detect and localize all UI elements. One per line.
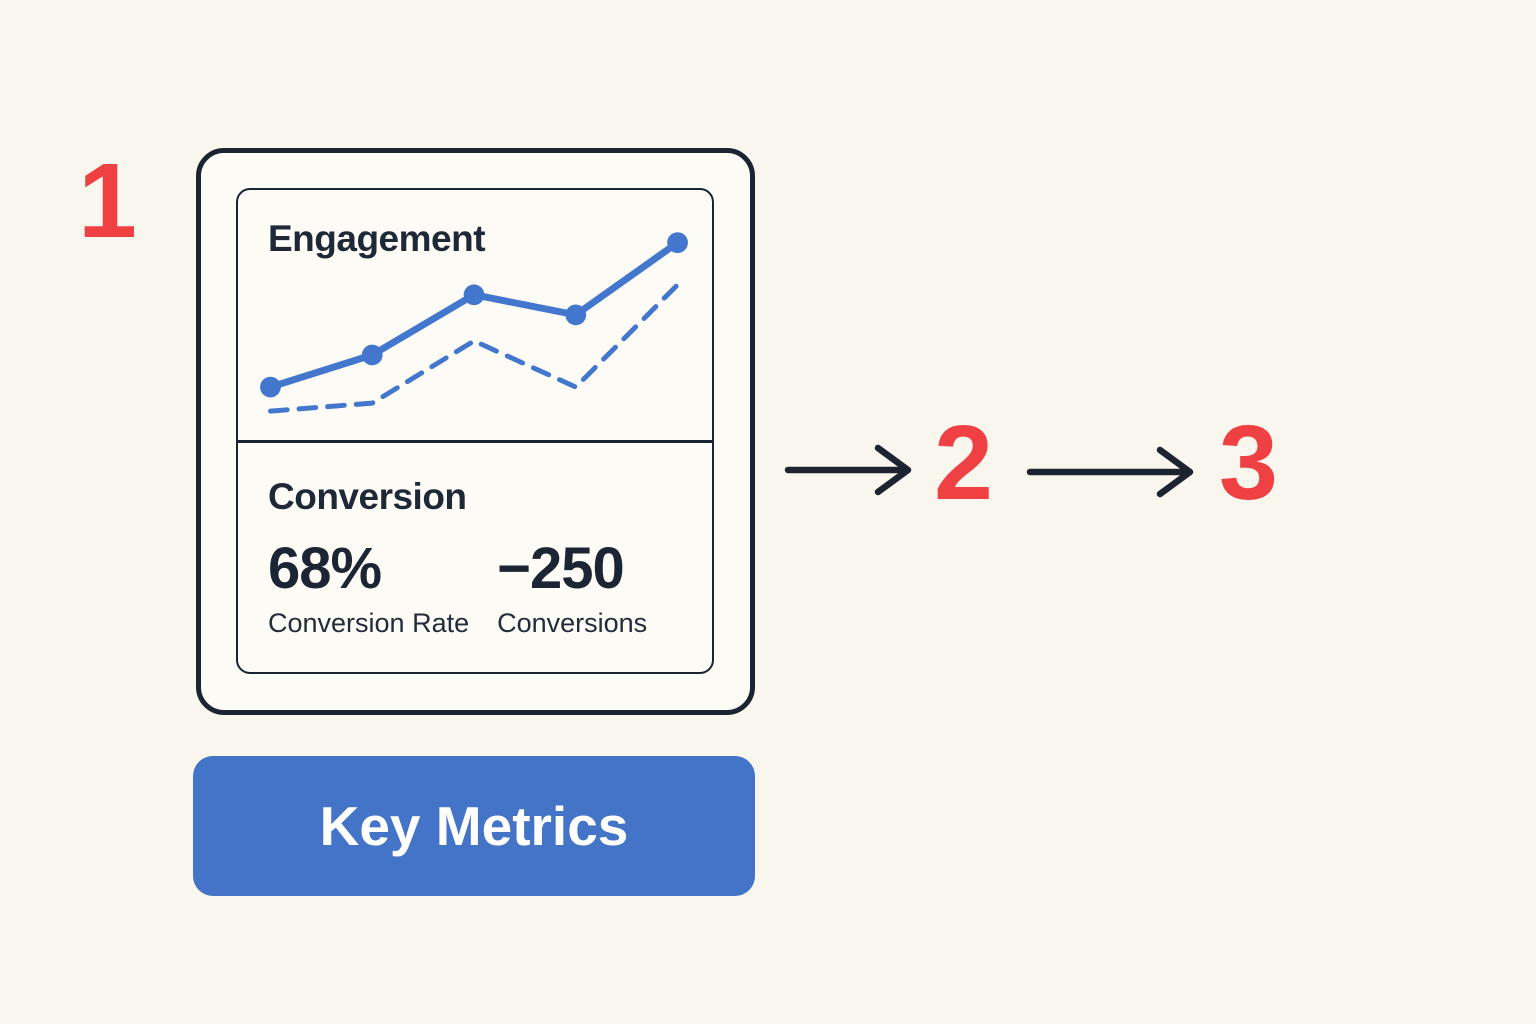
key-metrics-button[interactable]: Key Metrics [193, 756, 755, 896]
conversion-section: Conversion 68% Conversion Rate −250 Conv… [238, 446, 712, 672]
metrics-card: Engagement Conversion 68% Conversion Rat… [196, 148, 755, 715]
conversion-stats-row: 68% Conversion Rate −250 Conversions [268, 534, 647, 639]
conversion-rate-stat: 68% Conversion Rate [268, 534, 469, 639]
conversions-stat: −250 Conversions [497, 534, 647, 639]
flow-arrow-2-icon [1026, 446, 1194, 498]
metrics-card-inner: Engagement Conversion 68% Conversion Rat… [236, 188, 714, 674]
conversion-rate-value: 68% [268, 536, 382, 601]
conversion-rate-label: Conversion Rate [268, 607, 470, 638]
flow-arrow-1-icon [784, 444, 912, 496]
step-number-1: 1 [78, 142, 137, 260]
engagement-section: Engagement [238, 190, 712, 443]
step-number-3: 3 [1219, 404, 1278, 522]
conversion-title: Conversion [268, 476, 467, 517]
step-number-2: 2 [934, 404, 993, 522]
engagement-line-chart [260, 232, 688, 414]
conversions-value: −250 [497, 536, 625, 601]
conversions-label: Conversions [497, 607, 648, 638]
engagement-title: Engagement [268, 218, 486, 259]
